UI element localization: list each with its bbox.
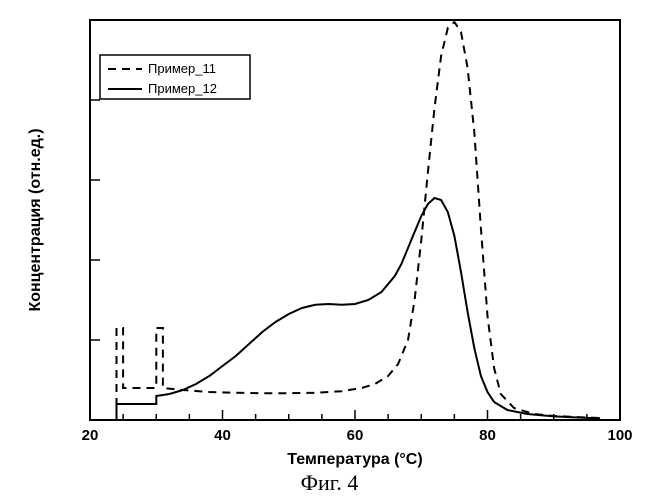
x-tick-label: 40 [214, 427, 231, 444]
legend-label: Пример_12 [148, 81, 217, 96]
y-axis-label: Концентрация (отн.ед.) [27, 128, 44, 311]
legend-label: Пример_11 [148, 61, 216, 76]
figure-caption: Фиг. 4 [0, 470, 659, 496]
x-tick-label: 100 [607, 427, 632, 444]
series-s2 [117, 198, 601, 420]
x-tick-label: 60 [347, 427, 364, 444]
x-tick-label: 20 [82, 427, 99, 444]
x-tick-label: 80 [479, 427, 496, 444]
figure-container: 20 40 60 80 100 Температура (°C) Концентрация … [0, 0, 659, 500]
x-axis-label: Температура (°C) [287, 451, 422, 468]
chart-svg: 20 40 60 80 100 Температура (°C) Концентрация … [0, 0, 659, 470]
